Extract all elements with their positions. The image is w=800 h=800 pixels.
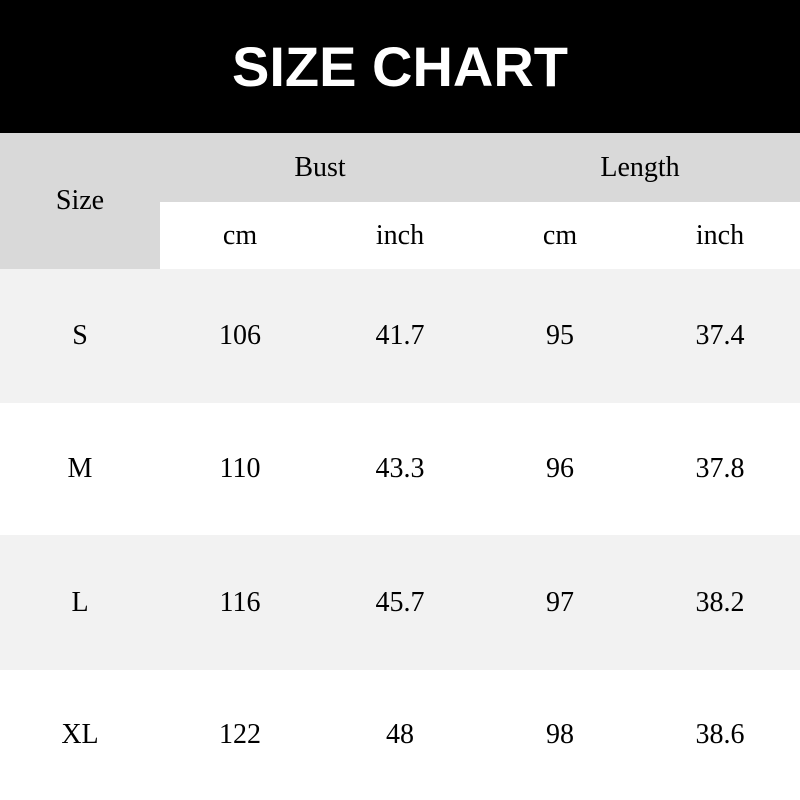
- bust-inch-cell: 48: [320, 670, 480, 800]
- header-length-cm: cm: [480, 202, 640, 269]
- length-inch-cell: 38.2: [640, 535, 800, 670]
- bust-inch-cell: 43.3: [320, 403, 480, 535]
- header-bust-cm: cm: [160, 202, 320, 269]
- bust-cm-cell: 122: [160, 670, 320, 800]
- size-chart-title: SIZE CHART: [0, 0, 800, 133]
- length-cm-cell: 95: [480, 269, 640, 403]
- bust-inch-cell: 45.7: [320, 535, 480, 670]
- bust-cm-cell: 110: [160, 403, 320, 535]
- size-cell: M: [0, 403, 160, 535]
- length-cm-cell: 98: [480, 670, 640, 800]
- length-inch-cell: 37.8: [640, 403, 800, 535]
- header-length-inch: inch: [640, 202, 800, 269]
- length-cm-cell: 96: [480, 403, 640, 535]
- size-cell: S: [0, 269, 160, 403]
- size-cell: XL: [0, 670, 160, 800]
- bust-inch-cell: 41.7: [320, 269, 480, 403]
- size-cell: L: [0, 535, 160, 670]
- header-size: Size: [0, 133, 160, 269]
- bust-cm-cell: 116: [160, 535, 320, 670]
- length-cm-cell: 97: [480, 535, 640, 670]
- header-bust: Bust: [160, 133, 480, 202]
- length-inch-cell: 38.6: [640, 670, 800, 800]
- header-bust-inch: inch: [320, 202, 480, 269]
- bust-cm-cell: 106: [160, 269, 320, 403]
- header-length: Length: [480, 133, 800, 202]
- length-inch-cell: 37.4: [640, 269, 800, 403]
